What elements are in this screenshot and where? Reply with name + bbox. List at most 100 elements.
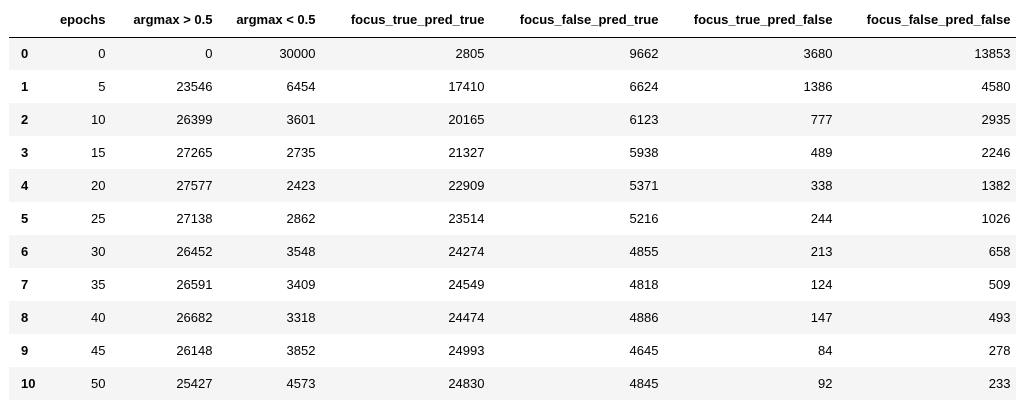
table-cell: 3601 [286, 112, 316, 127]
table-cell: 24474 [448, 310, 485, 325]
table-cell: 213 [810, 244, 833, 259]
row-index: 3 [21, 145, 29, 160]
table-cell: 2735 [286, 145, 316, 160]
table-row: 8 40 26682 3318 24474 4886 147 493 [9, 301, 1017, 334]
table-cell: 2423 [286, 178, 316, 193]
table-row: 0 0 0 30000 2805 9662 3680 13853 [9, 37, 1017, 70]
table-cell: 1386 [803, 79, 833, 94]
table-cell: 5371 [629, 178, 659, 193]
index-header [9, 3, 42, 38]
table-cell: 84 [818, 343, 833, 358]
table-cell: 25 [91, 211, 106, 226]
row-index: 2 [21, 112, 29, 127]
column-header: argmax < 0.5 [218, 3, 322, 38]
table-cell: 5938 [629, 145, 659, 160]
table-cell: 493 [988, 310, 1011, 325]
row-index: 9 [21, 343, 29, 358]
table-row: 4 20 27577 2423 22909 5371 338 1382 [9, 169, 1017, 202]
row-index: 5 [21, 211, 29, 226]
table-cell: 20165 [448, 112, 485, 127]
table-cell: 3318 [286, 310, 316, 325]
table-cell: 21327 [448, 145, 485, 160]
table-cell: 3680 [803, 46, 833, 62]
row-index: 6 [21, 244, 29, 259]
table-cell: 278 [988, 343, 1011, 358]
table-row: 7 35 26591 3409 24549 4818 124 509 [9, 268, 1017, 301]
dataframe-table: epochs argmax > 0.5 argmax < 0.5 focus_true… [9, 3, 1017, 400]
table-row: 9 45 26148 3852 24993 4645 84 278 [9, 334, 1017, 367]
table-cell: 244 [810, 211, 833, 226]
table-cell: 3409 [286, 277, 316, 292]
table-cell: 4573 [286, 376, 316, 391]
table-cell: 26591 [176, 277, 213, 292]
row-index: 1 [21, 79, 29, 94]
row-index: 0 [21, 46, 29, 62]
table-cell: 4645 [629, 343, 659, 358]
table-cell: 25427 [176, 376, 213, 391]
row-index: 7 [21, 277, 29, 292]
table-cell: 4855 [629, 244, 659, 259]
table-row: 2 10 26399 3601 20165 6123 777 2935 [9, 103, 1017, 136]
table-cell: 20 [91, 178, 106, 193]
table-cell: 2935 [981, 112, 1011, 127]
table-cell: 0 [98, 46, 106, 62]
table-cell: 10 [91, 112, 106, 127]
table-cell: 5216 [629, 211, 659, 226]
table-cell: 777 [810, 112, 833, 127]
table-cell: 26682 [176, 310, 213, 325]
table-cell: 1026 [981, 211, 1011, 226]
table-cell: 24274 [448, 244, 485, 259]
table-cell: 4845 [629, 376, 659, 391]
table-cell: 233 [988, 376, 1011, 391]
table-cell: 2862 [286, 211, 316, 226]
table-cell: 30 [91, 244, 106, 259]
row-index: 10 [21, 376, 36, 391]
table-cell: 35 [91, 277, 106, 292]
table-cell: 26452 [176, 244, 213, 259]
table-cell: 23514 [448, 211, 485, 226]
table-cell: 15 [91, 145, 106, 160]
table-cell: 40 [91, 310, 106, 325]
table-cell: 6454 [286, 79, 316, 94]
table-cell: 6123 [629, 112, 659, 127]
table-cell: 2246 [981, 145, 1011, 160]
table-cell: 9662 [629, 46, 659, 62]
table-cell: 124 [810, 277, 833, 292]
table-cell: 23546 [176, 79, 213, 94]
table-cell: 489 [810, 145, 833, 160]
row-index: 4 [21, 178, 29, 193]
table-cell: 4818 [629, 277, 659, 292]
table-cell: 3548 [286, 244, 316, 259]
table-cell: 147 [810, 310, 833, 325]
table-row: 10 50 25427 4573 24830 4845 92 233 [9, 367, 1017, 400]
table-header: epochs argmax > 0.5 argmax < 0.5 focus_true… [9, 3, 1017, 38]
column-header: focus_true_pred_true [321, 3, 491, 38]
table-cell: 6624 [629, 79, 659, 94]
table-cell: 5 [98, 79, 106, 94]
table-cell: 24993 [448, 343, 485, 358]
table-cell: 0 [205, 46, 213, 62]
table-cell: 658 [988, 244, 1011, 259]
table-cell: 338 [810, 178, 833, 193]
table-cell: 24830 [448, 376, 485, 391]
table-cell: 2805 [455, 46, 485, 62]
column-header: focus_false_pred_false [838, 3, 1017, 38]
table-cell: 13853 [974, 46, 1011, 62]
table-body: 0 0 0 30000 2805 9662 3680 13853 1 5 23546 6454 1741… [9, 37, 1017, 400]
column-header: epochs [41, 3, 112, 38]
table-row: 5 25 27138 2862 23514 5216 244 1026 [9, 202, 1017, 235]
table-cell: 4886 [629, 310, 659, 325]
table-cell: 92 [818, 376, 833, 391]
row-index: 8 [21, 310, 29, 325]
table-cell: 26399 [176, 112, 213, 127]
table-cell: 509 [988, 277, 1011, 292]
column-header: argmax > 0.5 [111, 3, 219, 38]
table-cell: 22909 [448, 178, 485, 193]
table-cell: 24549 [448, 277, 485, 292]
table-cell: 3852 [286, 343, 316, 358]
table-cell: 26148 [176, 343, 213, 358]
table-cell: 27265 [176, 145, 213, 160]
table-cell: 17410 [448, 79, 485, 94]
table-cell: 27138 [176, 211, 213, 226]
table-cell: 30000 [279, 46, 316, 62]
